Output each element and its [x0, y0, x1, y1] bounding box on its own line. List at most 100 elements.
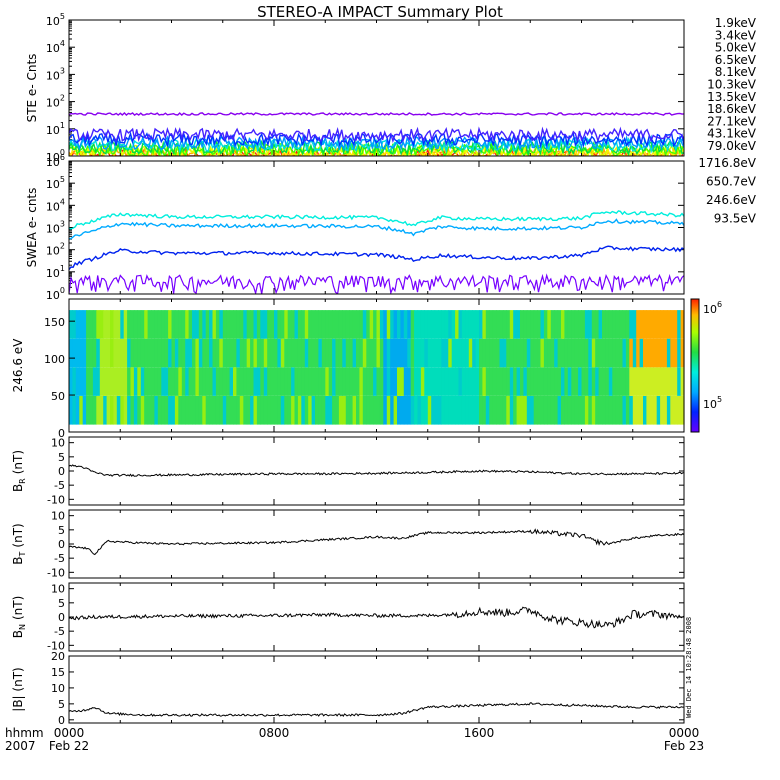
heatmap-cell — [246, 310, 251, 339]
heatmap-cell — [393, 367, 398, 396]
heatmap-cell — [294, 338, 299, 368]
heatmap-cell — [270, 338, 275, 368]
heatmap-cell — [506, 338, 511, 368]
heatmap-cell — [291, 310, 296, 339]
heatmap-cell — [595, 310, 600, 339]
heatmap-cell — [99, 310, 104, 339]
heatmap-cell — [349, 310, 354, 339]
heatmap-cell — [157, 367, 162, 396]
legend-entry: 10.3keV — [707, 78, 757, 92]
heatmap-cell — [581, 310, 586, 339]
heatmap-cell — [403, 338, 408, 368]
heatmap-cell — [673, 367, 678, 396]
heatmap-cell — [239, 367, 244, 396]
heatmap-cell — [537, 338, 542, 368]
heatmap-cell — [215, 367, 220, 396]
heatmap-cell — [598, 367, 603, 396]
heatmap-cell — [390, 310, 395, 339]
heatmap-cell — [243, 338, 248, 368]
heatmap-cell — [342, 396, 347, 425]
y-tick-label: -10 — [47, 639, 65, 652]
heatmap-cell — [69, 310, 73, 339]
heatmap-cell — [414, 310, 419, 339]
y-tick-label: 106 — [46, 153, 65, 169]
heatmap-cell — [595, 396, 600, 425]
heatmap-cell — [113, 338, 118, 368]
heatmap-cell — [151, 338, 155, 368]
heatmap-cell — [192, 367, 196, 396]
heatmap-cell — [550, 367, 555, 396]
heatmap-cell — [106, 338, 111, 368]
heatmap-cell — [540, 367, 545, 396]
heatmap-cell — [574, 396, 579, 425]
heatmap-cell — [325, 396, 330, 425]
heatmap-cell — [547, 338, 552, 368]
heatmap-cell — [99, 396, 104, 425]
heatmap-cell — [492, 396, 497, 425]
y-tick-label: -5 — [54, 625, 65, 638]
heatmap-cell — [458, 338, 463, 368]
legend-entry: 79.0keV — [707, 139, 757, 153]
heatmap-cell — [96, 367, 101, 396]
heatmap-cell — [417, 338, 422, 368]
heatmap-cell — [537, 310, 542, 339]
heatmap-cell — [338, 338, 343, 368]
heatmap-cell — [567, 396, 572, 425]
heatmap-cell — [417, 396, 422, 425]
heatmap-cell — [561, 396, 565, 425]
heatmap-cell — [502, 310, 507, 339]
heatmap-cell — [379, 338, 384, 368]
heatmap-cell — [318, 310, 323, 339]
heatmap-cell — [246, 338, 251, 368]
heatmap-cell — [106, 396, 111, 425]
heatmap-cell — [420, 338, 425, 368]
heatmap-cell — [397, 310, 401, 339]
heatmap-cell — [161, 367, 166, 396]
heatmap-cell — [496, 367, 501, 396]
heatmap-cell — [356, 310, 360, 339]
heatmap-cell — [256, 310, 261, 339]
heatmap-cell — [591, 338, 596, 368]
heatmap-cell — [605, 310, 610, 339]
heatmap-cell — [588, 310, 593, 339]
heatmap-cell — [554, 310, 559, 339]
heatmap-cell — [233, 310, 237, 339]
heatmap-cell — [89, 338, 94, 368]
heatmap-cell — [294, 367, 299, 396]
heatmap-cell — [209, 396, 214, 425]
heatmap-cell — [451, 310, 456, 339]
heatmap-cell — [629, 367, 634, 396]
heatmap-cell — [260, 338, 265, 368]
heatmap-cell — [383, 367, 388, 396]
heatmap-cell — [479, 310, 483, 339]
heatmap-cell — [219, 367, 224, 396]
heatmap-cell — [335, 338, 340, 368]
heatmap-cell — [513, 310, 518, 339]
heatmap-cell — [308, 367, 313, 396]
heatmap-cell — [434, 396, 439, 425]
heatmap-cell — [116, 310, 121, 339]
heatmap-cell — [246, 367, 251, 396]
heatmap-cell — [154, 396, 159, 425]
heatmap-cell — [509, 310, 514, 339]
heatmap-cell — [461, 338, 466, 368]
heatmap-cell — [253, 396, 258, 425]
y-tick-label: 102 — [46, 242, 65, 258]
heatmap-cell — [277, 367, 282, 396]
heatmap-cell — [171, 338, 176, 368]
heatmap-cell — [475, 396, 480, 425]
heatmap-cell — [178, 367, 183, 396]
heatmap-cell — [561, 367, 565, 396]
heatmap-cell — [608, 338, 613, 368]
heatmap-cell — [113, 367, 118, 396]
heatmap-cell — [174, 367, 179, 396]
heatmap-cell — [468, 310, 473, 339]
heatmap-cell — [448, 338, 453, 368]
heatmap-cell — [133, 396, 138, 425]
heatmap-cell — [267, 338, 272, 368]
heatmap-cell — [277, 338, 282, 368]
heatmap-cell — [304, 367, 309, 396]
heatmap-cell — [646, 396, 651, 425]
